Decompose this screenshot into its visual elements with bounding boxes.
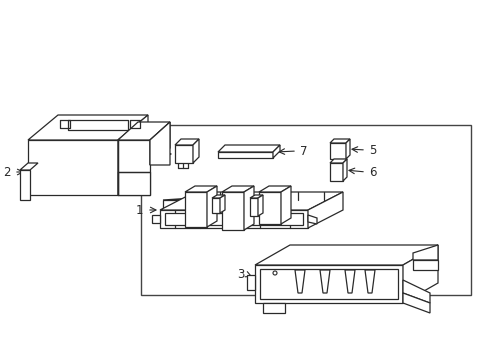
Polygon shape xyxy=(402,280,429,303)
Polygon shape xyxy=(249,198,258,216)
Polygon shape xyxy=(193,139,199,163)
Polygon shape xyxy=(246,275,254,290)
Polygon shape xyxy=(260,269,397,299)
Polygon shape xyxy=(346,139,349,159)
Polygon shape xyxy=(118,172,150,195)
Text: 3: 3 xyxy=(237,269,244,282)
Polygon shape xyxy=(254,265,402,303)
Polygon shape xyxy=(184,186,217,192)
Polygon shape xyxy=(212,198,220,213)
Polygon shape xyxy=(184,192,206,227)
Polygon shape xyxy=(175,145,193,163)
Polygon shape xyxy=(28,115,148,140)
Polygon shape xyxy=(160,210,307,228)
Polygon shape xyxy=(28,140,118,195)
Polygon shape xyxy=(259,192,281,224)
Polygon shape xyxy=(272,145,280,158)
Polygon shape xyxy=(258,195,263,216)
Polygon shape xyxy=(329,139,349,143)
Polygon shape xyxy=(212,195,224,198)
Text: 6: 6 xyxy=(368,166,376,179)
Polygon shape xyxy=(412,245,437,260)
Polygon shape xyxy=(206,186,217,227)
Polygon shape xyxy=(319,270,329,293)
Polygon shape xyxy=(307,192,342,228)
Polygon shape xyxy=(118,115,148,195)
Polygon shape xyxy=(329,163,342,181)
Polygon shape xyxy=(249,195,263,198)
Polygon shape xyxy=(20,163,38,170)
Polygon shape xyxy=(342,159,346,181)
Polygon shape xyxy=(345,270,354,293)
Polygon shape xyxy=(329,143,346,159)
Polygon shape xyxy=(222,186,253,192)
Polygon shape xyxy=(218,145,280,152)
Polygon shape xyxy=(163,198,332,200)
Polygon shape xyxy=(244,186,253,230)
Polygon shape xyxy=(254,245,437,265)
Polygon shape xyxy=(220,195,224,213)
Polygon shape xyxy=(118,140,150,195)
Polygon shape xyxy=(281,186,290,224)
Polygon shape xyxy=(150,122,170,165)
Polygon shape xyxy=(150,122,170,165)
Polygon shape xyxy=(412,260,437,270)
Polygon shape xyxy=(118,122,170,140)
Polygon shape xyxy=(152,215,160,223)
Polygon shape xyxy=(218,152,272,158)
Polygon shape xyxy=(160,192,342,210)
Text: 2: 2 xyxy=(3,166,11,179)
Text: 7: 7 xyxy=(299,144,307,158)
Polygon shape xyxy=(163,200,303,215)
Text: 5: 5 xyxy=(368,144,376,157)
Text: 1: 1 xyxy=(135,203,142,216)
Polygon shape xyxy=(303,198,332,215)
Polygon shape xyxy=(164,213,303,225)
Polygon shape xyxy=(259,186,290,192)
Polygon shape xyxy=(20,170,30,200)
Polygon shape xyxy=(329,159,346,163)
Polygon shape xyxy=(175,139,199,145)
Polygon shape xyxy=(307,215,316,224)
Polygon shape xyxy=(364,270,374,293)
Polygon shape xyxy=(263,303,285,313)
Bar xyxy=(141,125,470,295)
Polygon shape xyxy=(222,192,244,230)
Text: 4: 4 xyxy=(147,148,155,161)
Polygon shape xyxy=(402,245,437,303)
Polygon shape xyxy=(294,270,305,293)
Polygon shape xyxy=(402,293,429,313)
